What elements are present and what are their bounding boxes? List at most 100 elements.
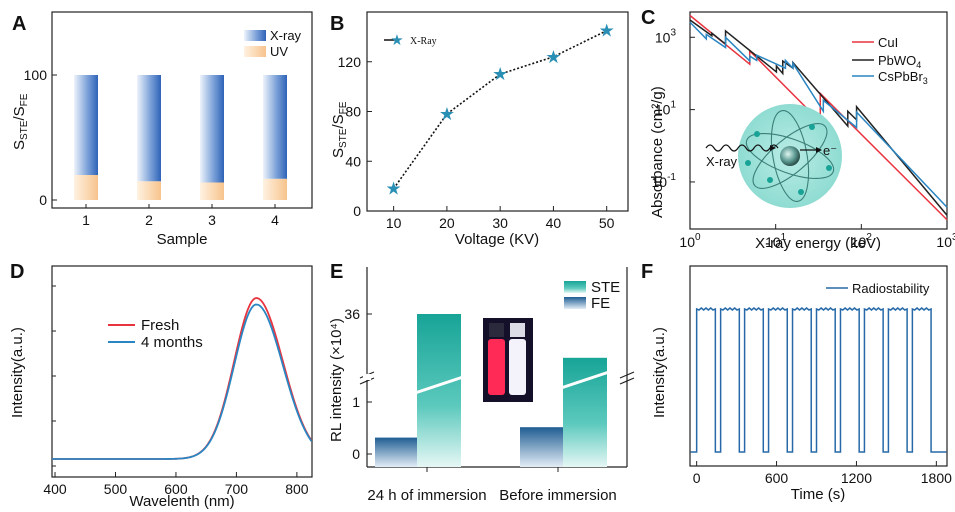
x-tick-label: 40 [546, 215, 562, 231]
bar-xray [74, 75, 98, 175]
data-point-star: ★ [439, 104, 455, 124]
panel-d-ylabel: Intensity(a.u.) [9, 327, 26, 418]
y-tick-label: 103 [655, 27, 677, 45]
panel-d-legend: Fresh 4 months [108, 317, 203, 351]
panel-b-frame [366, 11, 629, 212]
panel-c-label: C [641, 7, 655, 29]
panel-c-frame [689, 11, 948, 230]
panel-e-legend: STE FE [564, 279, 620, 312]
x-tick-label: 600 [164, 481, 188, 497]
legend-pbwo4-label: PbWO4 [878, 53, 921, 70]
x-tick-label: 3 [208, 212, 216, 228]
panel-a-label: A [12, 13, 26, 35]
x-tick-label: 0 [693, 470, 701, 486]
radiostability-line [690, 307, 947, 453]
x-tick-label: 700 [225, 481, 249, 497]
xray-wave-arrow [705, 144, 779, 152]
y-tick-label: 80 [345, 104, 361, 120]
panel-a-legend: X-ray UV [244, 28, 302, 59]
y-tick-label: 100 [24, 67, 48, 83]
x-tick-label: 100 [679, 232, 701, 250]
bar-xray [263, 75, 287, 179]
bar-uv [200, 182, 224, 200]
bar-fe [375, 437, 419, 467]
data-point-star: ★ [599, 21, 615, 41]
legend-star-icon: ★ [390, 32, 403, 49]
white-vial [509, 339, 526, 395]
x-tick-label: 600 [765, 470, 789, 486]
panel-f-ylabel: Intensity(a.u.) [651, 327, 668, 418]
category-label: 24 h of immersion [367, 487, 486, 504]
electron [767, 177, 773, 183]
y-tick-label: 1 [352, 394, 360, 410]
panel-d-xlabel: Wavelenth (nm) [129, 493, 234, 510]
xray-arrowhead [770, 145, 776, 151]
nucleus [780, 146, 800, 166]
legend-fe-swatch [564, 297, 586, 309]
y-tick-label: 0 [353, 203, 361, 219]
legend-uv-label: UV [270, 44, 288, 59]
x-tick-label: 103 [936, 232, 955, 250]
y-tick-label: 40 [345, 153, 361, 169]
x-tick-label: 800 [285, 481, 309, 497]
legend-xray-label: X-Ray [410, 36, 437, 47]
data-point-star: ★ [492, 64, 508, 84]
orbit-ring [752, 123, 828, 189]
legend-xray-label: X-ray [270, 28, 302, 43]
panel-b-legend: ★ X-Ray [384, 32, 437, 49]
electron [754, 131, 760, 137]
data-point-star: ★ [386, 179, 402, 199]
bar-uv [137, 181, 161, 200]
electron [809, 124, 815, 130]
x-tick-label: 20 [439, 215, 455, 231]
vial-photo [483, 318, 533, 402]
panel-d-label: D [10, 261, 24, 283]
panel-a-frame [51, 11, 313, 209]
x-tick-label: 1200 [841, 470, 872, 486]
electron [798, 189, 804, 195]
inset-electron-label: e⁻ [823, 143, 837, 158]
bar-break-mark [560, 370, 610, 390]
series-line-cspbbr3 [689, 21, 948, 208]
panel-c-xlabel: X-ray energy (keV) [755, 235, 881, 252]
panel-a-xlabel: Sample [157, 231, 208, 248]
panel-b-ylabel: SSTE/SFE [330, 101, 349, 158]
spectrum-line [52, 303, 313, 460]
bar-break-mark [414, 375, 464, 395]
data-line [392, 29, 608, 190]
panel-e-chart: 0 1 36 STE FE 24 h of immersion Before imm… [328, 267, 635, 504]
panel-a-ylabel: SSTE/SFE [11, 93, 30, 150]
inset-xray-label: X-ray [706, 154, 738, 169]
panel-e-label: E [330, 261, 343, 283]
vial-cap [510, 323, 525, 337]
x-tick-label: 4 [271, 212, 279, 228]
panel-d-frame [51, 265, 313, 478]
legend-xray-swatch [244, 30, 266, 41]
legend-cui-label: CuI [878, 35, 898, 50]
panel-c-ylabel: Absorbance (cm²/g) [649, 86, 666, 218]
panel-a-chart: 1 2 3 4 0 100 Sample SSTE/SFE X-ray UV [11, 11, 313, 248]
panel-f-label: F [641, 261, 653, 283]
x-tick-label: 1800 [921, 470, 952, 486]
bar-xray [137, 75, 161, 182]
category-label: Before immersion [499, 487, 617, 504]
x-tick-label: 30 [492, 215, 508, 231]
panel-d-chart: 400 500 600 700 800 Fresh 4 months Wavelenth… [9, 265, 313, 510]
spectrum-line [52, 297, 313, 460]
x-tick-label: 50 [599, 215, 615, 231]
x-tick-label: 10 [386, 215, 402, 231]
y-tick-label: 0 [352, 446, 360, 462]
x-tick-label: 500 [104, 481, 128, 497]
y-tick-label: 36 [344, 306, 360, 322]
x-tick-label: 1 [82, 212, 90, 228]
data-point-star: ★ [545, 47, 561, 67]
axis-break-marks [359, 371, 635, 385]
bar-uv [263, 178, 287, 200]
panel-b-label: B [330, 13, 344, 35]
legend-ste-swatch [564, 281, 586, 293]
orbit-ring [745, 133, 835, 179]
electron [826, 165, 832, 171]
panel-f-chart: 0 600 1200 1800 Radiostability Time (s) Int… [651, 265, 952, 503]
legend-fe-label: FE [591, 295, 610, 312]
